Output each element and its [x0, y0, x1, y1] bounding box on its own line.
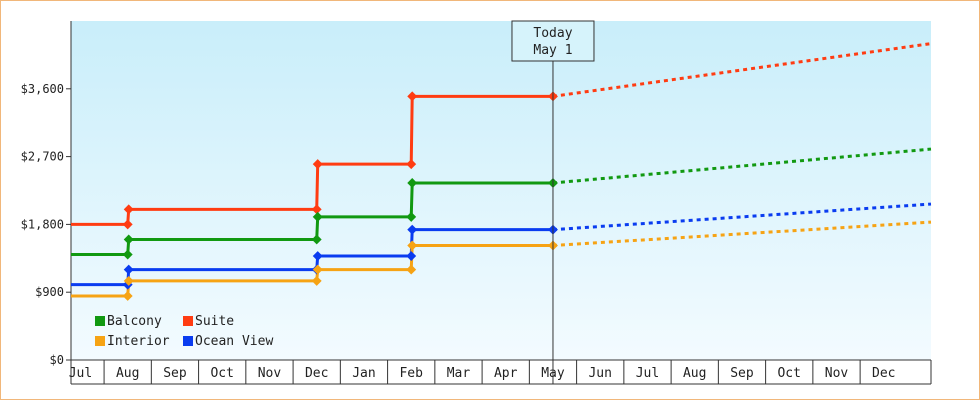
balcony-point — [406, 211, 417, 222]
balcony-legend-swatch — [95, 316, 105, 326]
suite-point — [311, 204, 322, 215]
x-tick-label: Oct — [210, 366, 233, 381]
x-tick-label: Nov — [825, 366, 849, 381]
y-tick-label: $2,700 — [21, 150, 64, 164]
x-tick-label: Aug — [116, 366, 139, 381]
balcony-point — [407, 178, 418, 188]
balcony-point — [123, 234, 134, 245]
x-tick-label: Aug — [683, 366, 706, 381]
ocean-view-legend-swatch — [183, 336, 193, 346]
interior-point — [407, 240, 418, 251]
today-box — [511, 20, 595, 62]
x-tick-label: Jan — [352, 366, 375, 381]
today-date-label: May 1 — [533, 43, 572, 58]
suite-legend-swatch — [183, 316, 193, 326]
x-tick-label: Nov — [258, 366, 282, 381]
ocean-view-legend-label: Ocean View — [195, 334, 273, 349]
interior-point — [312, 264, 323, 275]
x-tick-label: Feb — [399, 366, 423, 381]
y-tick-label: $3,600 — [21, 82, 64, 96]
interior-point — [406, 264, 417, 275]
ocean-view-forecast-line — [552, 202, 932, 232]
x-tick-label: Sep — [163, 366, 187, 381]
today-label: Today — [533, 26, 572, 41]
x-tick-label: Oct — [777, 366, 800, 381]
y-tick-label: $900 — [35, 285, 64, 299]
balcony-point — [122, 249, 133, 260]
suite-point — [122, 219, 133, 230]
y-tick-label: $1,800 — [21, 217, 64, 231]
ocean-view-point — [407, 224, 418, 235]
x-tick-label: Jul — [69, 366, 92, 381]
x-tick-label: Mar — [447, 366, 471, 381]
balcony-legend-label: Balcony — [107, 314, 162, 329]
suite-legend-label: Suite — [195, 314, 234, 329]
x-tick-label: Dec — [305, 366, 328, 381]
suite-point — [312, 159, 323, 170]
interior-legend-swatch — [95, 336, 105, 346]
x-tick-label: Jul — [636, 366, 659, 381]
interior-forecast-line — [552, 220, 932, 247]
x-tick-label: Sep — [730, 366, 754, 381]
x-tick-label: Jun — [588, 366, 611, 381]
x-tick-label: Apr — [494, 366, 518, 381]
interior-legend-label: Interior — [107, 334, 170, 349]
balcony-point — [312, 211, 323, 222]
y-tick-label: $0 — [50, 353, 64, 367]
plot-background — [71, 21, 931, 360]
balcony-point — [311, 234, 322, 245]
interior-point — [311, 275, 322, 286]
suite-point — [406, 159, 417, 170]
suite-point — [123, 204, 134, 215]
x-tick-label: Dec — [872, 366, 895, 381]
